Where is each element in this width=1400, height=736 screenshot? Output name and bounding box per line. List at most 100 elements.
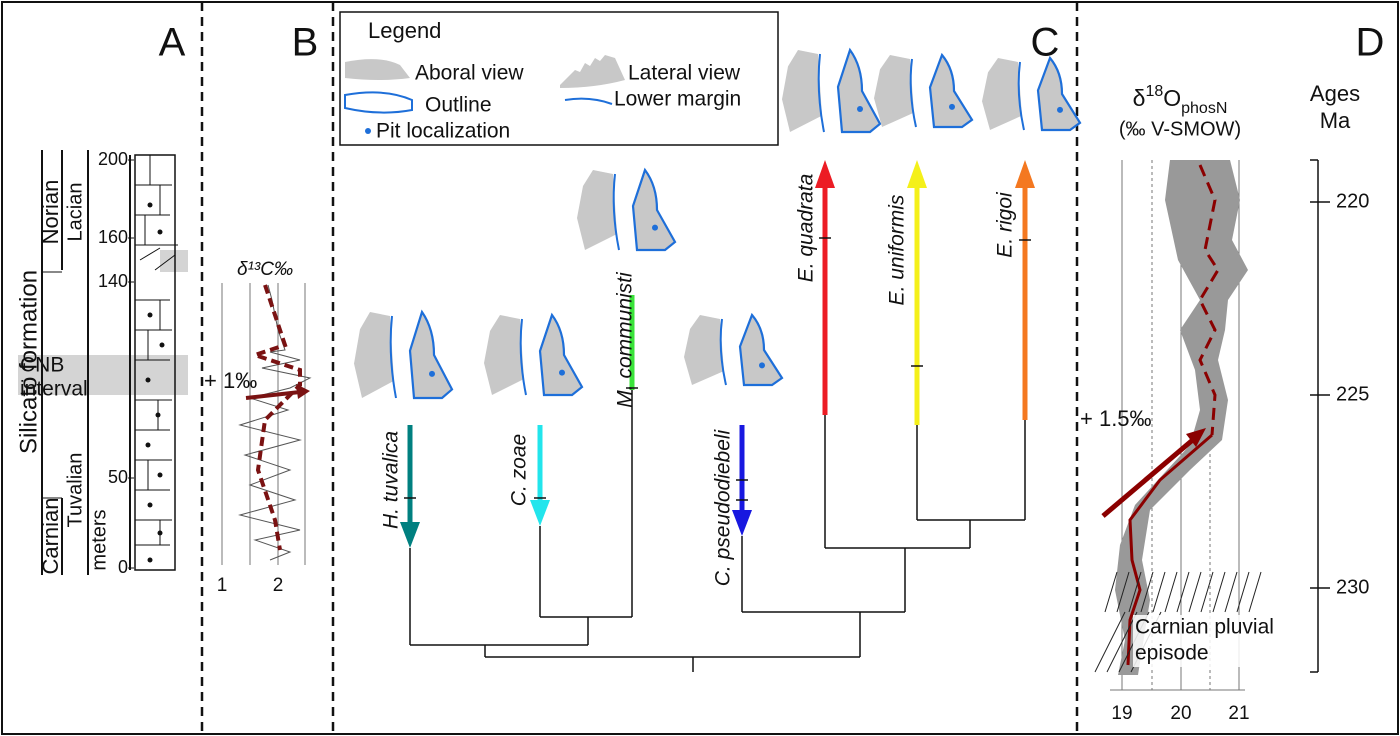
species-label: C. zoae	[508, 434, 531, 506]
legend-item: Pit localization	[376, 120, 510, 143]
episode-label: Carnian pluvial	[1135, 616, 1274, 639]
d-unit: (‰ V-SMOW)	[1119, 118, 1241, 140]
isotope-mean	[1126, 433, 1213, 666]
isotope-curve	[238, 284, 312, 561]
age-label: Ma	[1320, 108, 1351, 133]
substage-label: Lacian	[64, 183, 86, 242]
hatch-line	[1176, 571, 1190, 613]
title-part: δ	[1133, 85, 1146, 111]
formation-label: Silicato formation	[15, 270, 42, 454]
x-tick-label: 21	[1228, 703, 1249, 724]
title-part: phosN	[1181, 100, 1227, 117]
trend-arrowhead	[296, 384, 310, 399]
pit	[559, 369, 565, 376]
tick-label: 0	[118, 557, 128, 577]
hatch-line	[1224, 571, 1238, 613]
title-part: O	[1163, 85, 1181, 111]
aboral-outline	[538, 312, 584, 397]
hatch-line	[1104, 571, 1118, 613]
species-label: E. quadrata	[795, 174, 818, 283]
lower-margin	[909, 58, 917, 128]
hatch-line	[1248, 571, 1262, 613]
legend-item: Aboral view	[415, 62, 524, 85]
aboral-outline	[928, 52, 974, 129]
pit	[857, 106, 863, 113]
legend-margin	[564, 97, 613, 105]
episode-bg	[1133, 615, 1251, 667]
aboral-outline	[408, 309, 454, 400]
substage-label: Tuvalian	[64, 453, 86, 528]
aboral-outline	[631, 167, 677, 252]
interval-label: CNB	[20, 354, 64, 377]
aboral-outline	[738, 312, 784, 387]
legend-outline	[344, 91, 413, 114]
pit	[759, 362, 765, 369]
lithology-dots	[145, 202, 165, 563]
aboral-outline	[1036, 55, 1082, 132]
lower-margin	[612, 173, 620, 251]
episode-label: episode	[1135, 642, 1209, 665]
pit	[1057, 106, 1063, 113]
tick-label: 1	[217, 575, 228, 596]
lower-margin	[519, 318, 527, 396]
hatch-line	[1106, 611, 1138, 673]
age-tick-label: 230	[1336, 576, 1369, 598]
pit	[949, 103, 955, 110]
legend-item: Lower margin	[614, 88, 741, 111]
lateral-view	[782, 50, 822, 132]
hatching	[1094, 571, 1262, 673]
d-title: δ18OphosN	[1133, 83, 1228, 117]
hatch-line	[1236, 571, 1250, 613]
legend-item: Outline	[425, 94, 492, 117]
hatch-line	[1140, 571, 1154, 613]
lower-margin	[389, 315, 397, 399]
hatch-line	[1128, 571, 1142, 613]
annotation: + 1.5‰	[1080, 406, 1152, 431]
d-arrow	[1101, 436, 1197, 518]
age-axis	[1310, 159, 1319, 673]
hatch-line	[1212, 571, 1226, 613]
hatch-line	[1116, 571, 1130, 613]
stage-label: Norian	[38, 180, 63, 245]
species-label: H. tuvalica	[380, 431, 403, 529]
panel-label: C	[1031, 21, 1060, 65]
lower-margin	[719, 318, 727, 386]
annotation: + 1‰	[204, 368, 257, 393]
age-label: Ages	[1310, 81, 1360, 106]
lateral-view	[354, 312, 394, 398]
lower-margin	[1017, 61, 1025, 131]
hatch-line	[1164, 571, 1178, 613]
legend-item: Lateral view	[628, 62, 741, 85]
legend-aboral	[345, 59, 410, 80]
hatch-line	[1094, 611, 1126, 673]
lateral-view	[982, 58, 1022, 130]
lineages	[400, 160, 1035, 548]
panel-label: B	[292, 21, 319, 65]
x-tick-label: 20	[1170, 703, 1191, 724]
hatch-line	[1188, 571, 1202, 613]
pit	[652, 224, 658, 231]
tree	[404, 237, 1031, 672]
species-label: C. pseudodiebeli	[712, 428, 735, 586]
lateral-view	[874, 55, 914, 127]
age-tick-label: 225	[1336, 383, 1369, 405]
legend-pit	[365, 128, 371, 134]
isotope-trend	[248, 284, 302, 551]
legend-box	[339, 11, 779, 146]
panel-label: D	[1356, 21, 1385, 65]
species-label: E. uniformis	[886, 194, 909, 305]
axis-label: meters	[88, 509, 110, 570]
lateral-view	[484, 315, 524, 395]
hatch-line	[1200, 571, 1214, 613]
isotope-band	[1115, 160, 1248, 675]
tick-label: 200	[98, 149, 128, 169]
hatch-line	[1152, 571, 1166, 613]
trend-arrow	[245, 390, 301, 400]
interval-label: interval	[20, 378, 88, 401]
panel-label: A	[159, 21, 186, 65]
title-part: 18	[1145, 83, 1163, 100]
pit	[429, 370, 435, 377]
lower-margin	[817, 53, 825, 133]
